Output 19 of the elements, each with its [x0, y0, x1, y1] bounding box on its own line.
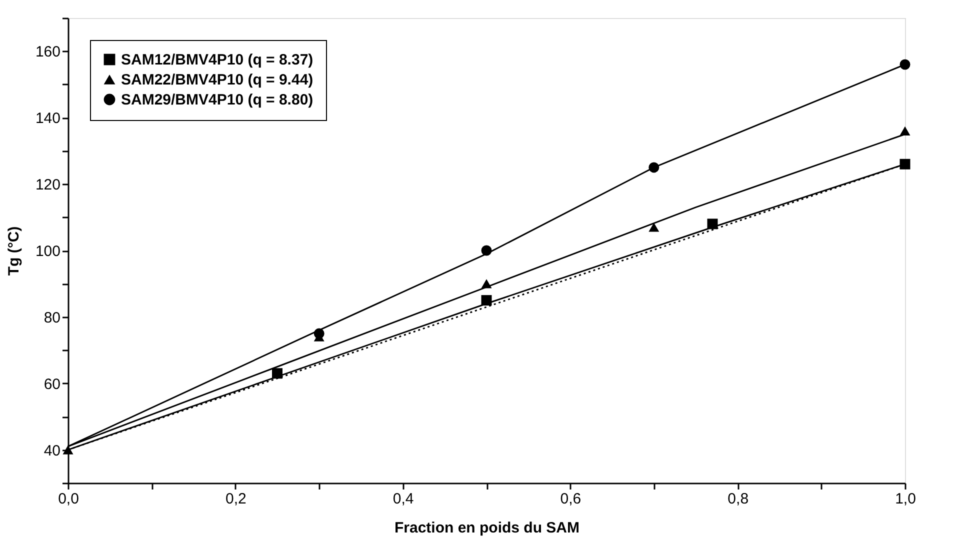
legend-label: SAM29/BMV4P10 (q = 8.80)	[121, 92, 314, 108]
y-tick-label: 140	[35, 110, 60, 128]
x-tick-label: 0,6	[560, 490, 582, 508]
y-tick-label: 100	[35, 243, 60, 260]
y-tick-label: 160	[35, 44, 60, 61]
x-tick-label: 1,0	[895, 490, 916, 508]
y-tick-label: 120	[35, 176, 60, 194]
legend-label: SAM12/BMV4P10 (q = 8.37)	[121, 52, 314, 68]
y-tick-label: 40	[44, 442, 60, 460]
point	[648, 222, 660, 232]
y-tick-label: 60	[44, 376, 60, 393]
y-tick-label: 80	[44, 309, 60, 326]
x-tick-label: 0,0	[58, 490, 79, 508]
x-tick-label: 0,8	[728, 490, 749, 508]
x-tick-label: 0,4	[392, 490, 414, 508]
x-tick-label: 0,2	[225, 490, 246, 508]
legend-label: SAM22/BMV4P10 (q = 9.44)	[121, 72, 314, 88]
x-axis-title: Fraction en poids du SAM	[394, 520, 580, 536]
y-axis-title: Tg (°C)	[5, 226, 22, 276]
